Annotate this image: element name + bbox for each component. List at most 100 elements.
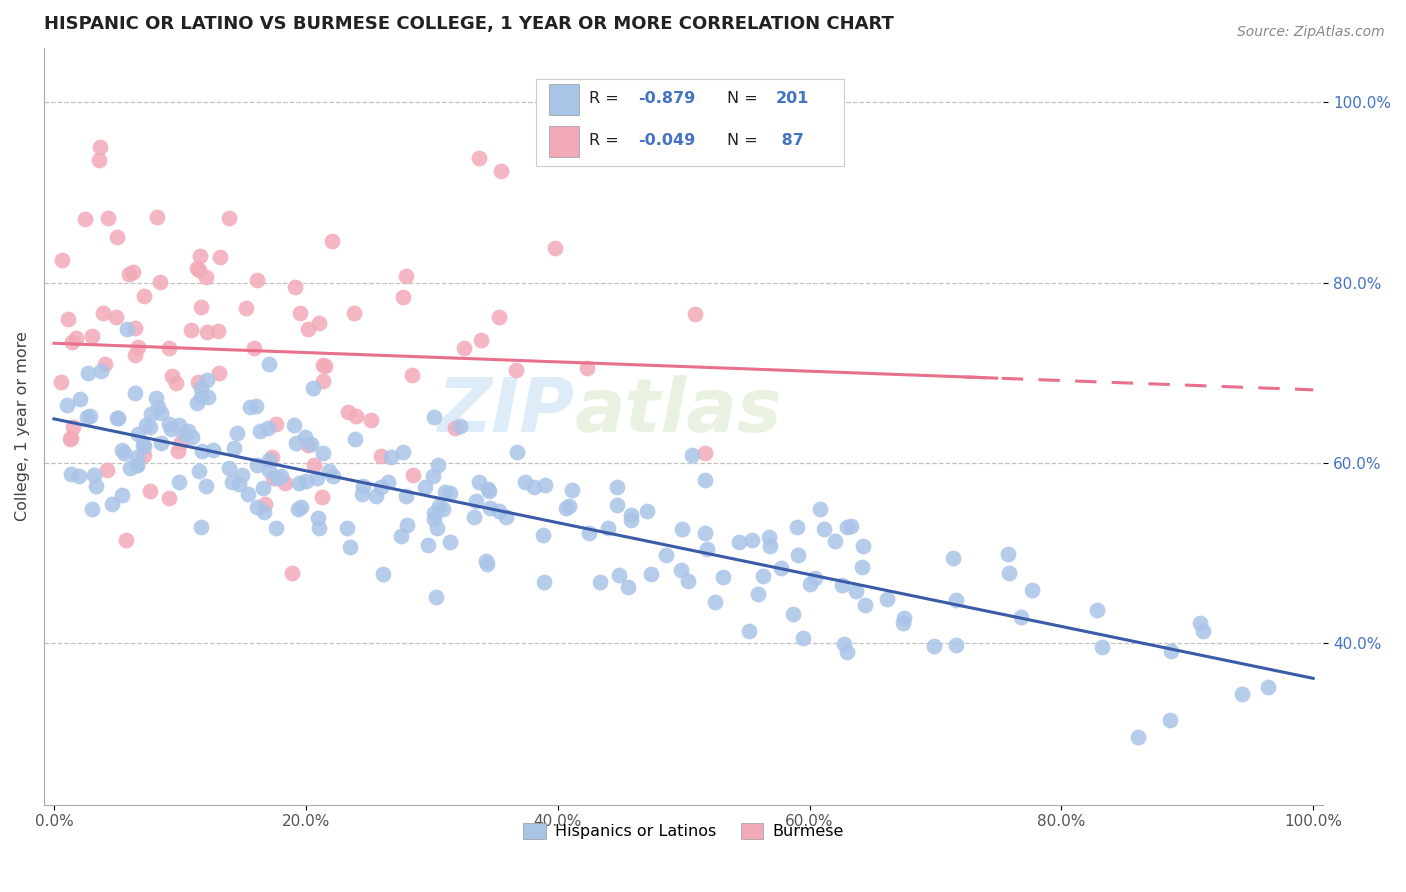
Point (186, 396, 208, 410)
Point (782, 607, 804, 621)
Point (352, 487, 374, 501)
Point (434, 484, 457, 499)
Point (752, 569, 775, 583)
Point (49, 376, 72, 390)
Point (402, 468, 425, 483)
Point (395, 489, 418, 503)
Point (160, 369, 183, 384)
Point (104, 310, 127, 324)
Point (238, 486, 260, 500)
Point (488, 310, 510, 324)
Point (235, 301, 257, 315)
Point (218, 211, 240, 225)
Point (160, 422, 183, 436)
Point (336, 520, 359, 534)
Point (477, 483, 499, 497)
Point (145, 392, 167, 406)
Point (997, 547, 1019, 561)
Point (401, 368, 423, 382)
Point (555, 501, 578, 516)
Point (239, 401, 262, 415)
Text: Source: ZipAtlas.com: Source: ZipAtlas.com (1237, 25, 1385, 39)
Point (589, 574, 612, 589)
Point (246, 273, 269, 287)
Point (787, 549, 810, 563)
Point (344, 409, 367, 423)
Point (141, 407, 163, 421)
Point (283, 417, 305, 432)
Point (620, 508, 643, 522)
Point (696, 541, 718, 556)
Point (208, 366, 231, 380)
Point (51, 253, 73, 268)
Point (111, 487, 134, 501)
Point (79, 409, 101, 423)
Point (478, 501, 501, 516)
Point (853, 598, 876, 612)
Point (132, 289, 155, 303)
Point (839, 518, 862, 533)
Point (202, 442, 225, 457)
Point (60, 334, 83, 349)
Point (620, 513, 643, 527)
Point (107, 411, 129, 425)
Point (831, 578, 853, 592)
Point (190, 390, 212, 404)
Point (835, 519, 858, 533)
Point (534, 478, 557, 492)
Point (544, 241, 567, 255)
Point (758, 539, 780, 553)
Point (1085, 602, 1108, 616)
Point (444, 420, 467, 434)
Point (470, 333, 492, 347)
Point (125, 450, 148, 464)
Point (254, 497, 277, 511)
Point (127, 340, 149, 354)
Point (741, 533, 763, 547)
Point (468, 151, 491, 165)
Point (676, 574, 699, 588)
Point (124, 348, 146, 362)
Point (257, 453, 280, 467)
Point (852, 539, 875, 553)
Point (704, 595, 727, 609)
Point (125, 458, 148, 472)
Point (127, 458, 149, 472)
Y-axis label: College, 1 year or more: College, 1 year or more (15, 332, 30, 522)
Point (506, 445, 529, 459)
Point (395, 518, 418, 533)
Point (336, 405, 359, 419)
Point (228, 477, 250, 491)
Point (893, 611, 915, 625)
Point (1192, 624, 1215, 639)
Point (1230, 687, 1253, 701)
Point (844, 584, 866, 599)
Point (84, 479, 107, 493)
Point (804, 571, 827, 585)
Point (231, 467, 253, 482)
Point (225, 426, 247, 441)
Point (252, 481, 274, 495)
Point (112, 446, 135, 460)
Point (312, 446, 335, 460)
Point (1159, 713, 1181, 727)
Point (157, 417, 180, 431)
Point (439, 535, 461, 549)
Point (373, 567, 395, 582)
Point (82, 329, 104, 343)
Point (124, 321, 146, 335)
Point (65, 331, 87, 345)
Point (1188, 615, 1211, 630)
Point (1091, 640, 1114, 654)
Point (432, 502, 454, 516)
Point (288, 476, 311, 491)
Point (207, 324, 229, 338)
Point (55, 398, 77, 412)
Point (294, 430, 316, 444)
Point (187, 464, 209, 478)
Point (82, 502, 104, 516)
Point (194, 479, 217, 493)
Point (427, 499, 450, 513)
Point (187, 375, 209, 389)
Point (167, 475, 190, 489)
